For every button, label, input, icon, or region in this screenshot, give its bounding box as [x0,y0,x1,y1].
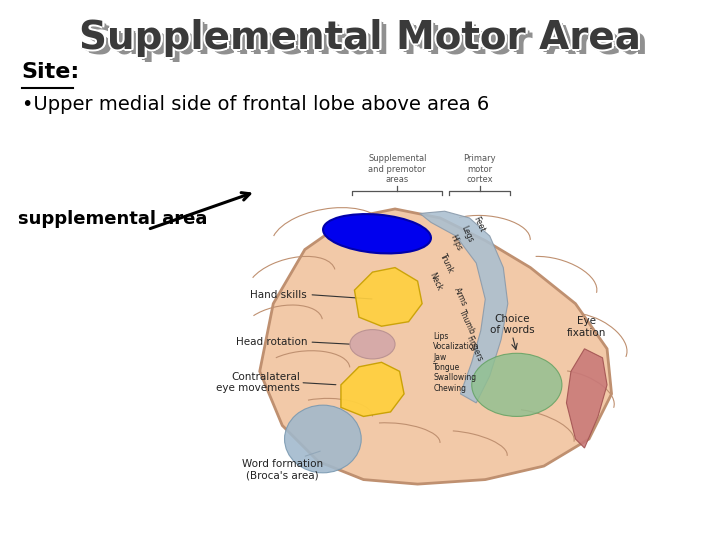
Text: Legs: Legs [459,224,475,244]
Polygon shape [341,362,404,416]
Text: Supplemental Motor Area: Supplemental Motor Area [77,19,639,57]
Text: Thumb: Thumb [457,308,477,336]
Text: Supplemental Motor Area: Supplemental Motor Area [81,21,643,58]
Text: Trunk: Trunk [438,252,456,274]
Text: Supplemental Motor Area: Supplemental Motor Area [78,20,639,58]
Polygon shape [260,209,611,484]
Text: Contralateral
eye movements: Contralateral eye movements [217,372,300,394]
Text: Eye
fixation: Eye fixation [567,316,606,338]
Text: •Upper medial side of frontal lobe above area 6: •Upper medial side of frontal lobe above… [22,94,489,113]
Text: Supplemental Motor Area: Supplemental Motor Area [78,18,639,56]
Ellipse shape [350,329,395,359]
Ellipse shape [323,214,431,253]
Text: Supplemental Motor Area: Supplemental Motor Area [81,20,642,58]
Text: Neck: Neck [428,271,444,292]
Text: Lips
Vocalization
Jaw
Tongue
Swallowing
Chewing: Lips Vocalization Jaw Tongue Swallowing … [433,332,480,393]
Text: Supplemental Motor Area: Supplemental Motor Area [86,24,647,62]
Text: Primary
motor
cortex: Primary motor cortex [463,154,496,184]
Ellipse shape [472,353,562,416]
Text: Hand skills: Hand skills [251,289,307,300]
Text: Supplemental Motor Area: Supplemental Motor Area [79,19,641,57]
Text: Hips: Hips [449,233,464,252]
Text: Site:: Site: [22,62,80,82]
Text: Feet: Feet [471,215,486,234]
Text: Supplemental Motor Area: Supplemental Motor Area [81,18,642,56]
Text: Supplemental Motor Area: Supplemental Motor Area [79,21,641,58]
Polygon shape [420,211,508,403]
Text: Fingers: Fingers [464,334,484,363]
Text: Supplemental Motor Area: Supplemental Motor Area [81,21,642,59]
Text: supplemental area: supplemental area [18,210,207,228]
Polygon shape [354,268,422,326]
Text: Supplemental Motor Area: Supplemental Motor Area [79,17,641,55]
Ellipse shape [284,405,361,473]
Text: Word formation
(Broca's area): Word formation (Broca's area) [242,460,323,481]
Text: Supplemental Motor Area: Supplemental Motor Area [78,20,639,58]
Text: Supplemental Motor Area: Supplemental Motor Area [84,22,645,60]
Text: Choice
of words: Choice of words [490,314,535,335]
Text: Head rotation: Head rotation [235,337,307,347]
Polygon shape [567,349,607,448]
Text: Supplemental Motor Area: Supplemental Motor Area [81,19,643,57]
Text: Supplemental
and premotor
areas: Supplemental and premotor areas [368,154,426,184]
Text: Arms: Arms [452,286,469,308]
